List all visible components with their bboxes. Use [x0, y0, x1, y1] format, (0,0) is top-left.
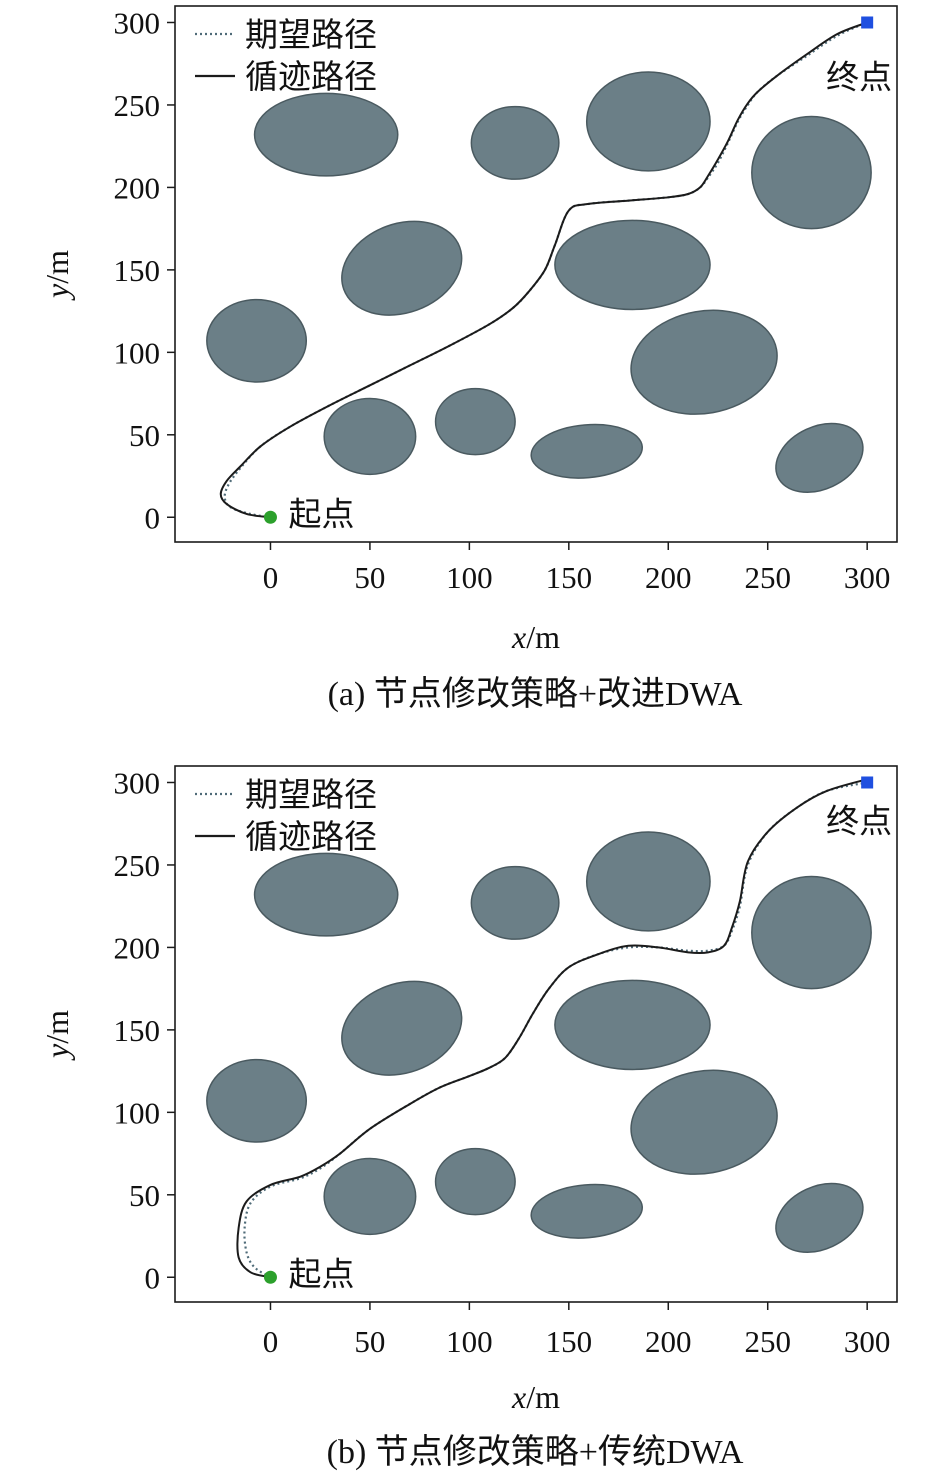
chart-a-obstacle-4 — [751, 115, 872, 230]
chart-b-legend-label-tracking: 循迹路径 — [245, 817, 377, 856]
chart-a-obstacle-9 — [434, 387, 516, 456]
chart-a-y-axis-label: y/m — [39, 250, 75, 301]
chart-a-x-axis-label: x/m — [511, 619, 560, 655]
chart-a-x-axis-unit: /m — [526, 619, 560, 655]
chart-b-obstacle-10 — [630, 1069, 778, 1175]
chart-b-y-tick-label-0: 0 — [145, 1260, 161, 1295]
chart-a-plot-frame — [174, 5, 898, 543]
chart-b-goal-marker — [861, 776, 874, 789]
chart-panel-b: 起点 终点 0 50 100 150 200 250 300 0 50 100 150 200 250 300… — [0, 760, 945, 1480]
chart-b-obstacle-9 — [434, 1147, 516, 1216]
chart-a-x-axis-var: x — [511, 619, 526, 655]
chart-a-legend-label-tracking: 循迹路径 — [245, 57, 377, 96]
chart-a-y-axis-unit: /m — [39, 250, 75, 284]
chart-b-caption: (b) 节点修改策略+传统DWA — [327, 1433, 744, 1471]
chart-a-y-tick-label-150: 150 — [114, 253, 161, 288]
chart-a-x-tick-label-100: 100 — [446, 560, 493, 595]
chart-a-start-label: 起点 — [288, 494, 354, 533]
chart-a-goal-marker — [861, 16, 874, 29]
chart-b-obstacle-12 — [775, 1182, 864, 1253]
chart-b-y-tick-label-100: 100 — [114, 1095, 161, 1130]
chart-b-y-axis-label: y/m — [39, 1010, 75, 1061]
chart-a-legend-label-expected: 期望路径 — [245, 15, 377, 54]
chart-panel-a: 起点 终点 0 50 100 150 200 250 300 0 50 100 150 200 250 300… — [0, 0, 945, 735]
chart-a-obstacle-11 — [530, 423, 643, 479]
chart-b-y-tick-label-300: 300 — [114, 765, 161, 800]
chart-a-y-tick-label-250: 250 — [114, 88, 161, 123]
chart-b-svg: 起点 终点 0 50 100 150 200 250 300 0 50 100 150 200 250 300… — [39, 765, 898, 1471]
chart-a-y-tick-label-50: 50 — [129, 418, 160, 453]
chart-a-y-tick-label-200: 200 — [114, 170, 161, 205]
chart-a-caption: (a) 节点修改策略+改进DWA — [328, 675, 743, 713]
chart-b-y-tick-label-150: 150 — [114, 1013, 161, 1048]
chart-b-x-tick-label-200: 200 — [645, 1324, 692, 1359]
chart-a-obstacle-5 — [341, 220, 463, 316]
chart-a-x-tick-label-0: 0 — [263, 560, 279, 595]
chart-a-series-tracking-path — [219, 21, 868, 519]
chart-b-x-tick-label-150: 150 — [546, 1324, 593, 1359]
chart-b-x-axis-label: x/m — [511, 1379, 560, 1415]
chart-a-obstacle-7 — [206, 298, 308, 383]
chart-b-start-marker — [263, 1270, 277, 1284]
chart-b-start-label: 起点 — [288, 1254, 354, 1293]
chart-a-y-tick-label-300: 300 — [114, 5, 161, 40]
chart-a-obstacle-6 — [554, 219, 711, 311]
chart-a-x-tick-label-250: 250 — [744, 560, 791, 595]
chart-a-obstacle-10 — [630, 309, 778, 415]
chart-b-obstacle-4 — [751, 875, 872, 990]
chart-a-obstacle-3 — [585, 71, 711, 172]
chart-a-y-tick-label-0: 0 — [145, 500, 161, 535]
chart-a-plot-area — [206, 21, 872, 519]
chart-b-x-tick-label-250: 250 — [744, 1324, 791, 1359]
chart-a-goal-label: 终点 — [826, 57, 892, 96]
chart-b-y-tick-label-250: 250 — [114, 848, 161, 883]
chart-a-svg: 起点 终点 0 50 100 150 200 250 300 0 50 100 150 200 250 300… — [39, 5, 898, 713]
chart-b-obstacle-6 — [554, 979, 711, 1071]
chart-b-obstacle-7 — [206, 1058, 308, 1143]
chart-b-x-axis-var: x — [511, 1379, 526, 1415]
chart-b-obstacle-5 — [341, 980, 463, 1076]
chart-b-series-tracking-path — [236, 778, 868, 1279]
chart-a-y-axis-var: y — [39, 283, 75, 301]
chart-a-start-marker — [263, 510, 277, 524]
chart-b-obstacle-2 — [470, 865, 560, 940]
chart-b-y-axis-var: y — [39, 1043, 75, 1061]
chart-b-x-axis-unit: /m — [526, 1379, 560, 1415]
chart-b-obstacle-3 — [585, 831, 711, 932]
chart-a-x-tick-label-200: 200 — [645, 560, 692, 595]
chart-b-x-tick-label-50: 50 — [354, 1324, 385, 1359]
chart-b-y-tick-label-50: 50 — [129, 1178, 160, 1213]
chart-b-legend-label-expected: 期望路径 — [245, 775, 377, 814]
chart-b-plot-frame — [174, 765, 898, 1303]
chart-b-y-axis-unit: /m — [39, 1010, 75, 1044]
chart-b-x-tick-label-0: 0 — [263, 1324, 279, 1359]
chart-a-x-tick-label-300: 300 — [844, 560, 891, 595]
chart-a-x-tick-label-50: 50 — [354, 560, 385, 595]
chart-b-obstacle-1 — [253, 852, 399, 937]
chart-b-y-tick-label-200: 200 — [114, 930, 161, 965]
chart-b-goal-label: 终点 — [826, 801, 892, 840]
chart-a-obstacle-8 — [323, 397, 417, 476]
chart-a-x-tick-label-150: 150 — [546, 560, 593, 595]
chart-a-obstacle-12 — [775, 422, 864, 493]
chart-a-y-tick-label-100: 100 — [114, 335, 161, 370]
chart-b-obstacle-8 — [323, 1157, 417, 1236]
chart-b-obstacle-11 — [530, 1183, 643, 1239]
chart-a-obstacle-1 — [253, 92, 399, 177]
chart-b-plot-area — [206, 778, 872, 1279]
chart-b-x-tick-label-300: 300 — [844, 1324, 891, 1359]
chart-b-x-tick-label-100: 100 — [446, 1324, 493, 1359]
chart-a-obstacle-2 — [470, 105, 560, 180]
